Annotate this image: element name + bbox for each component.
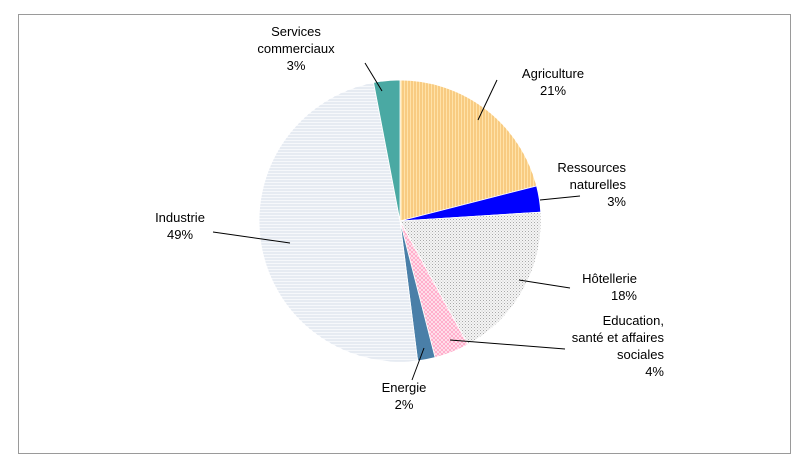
slice-label: Agriculture 21% [522,66,584,98]
slice-name-label: Hôtellerie [582,271,637,286]
leader-line [518,279,571,289]
slice-percent-label: 4% [645,364,664,379]
slice-percent-label: 3% [287,58,306,73]
slice-name-label: Education, [603,313,664,328]
leader-line [539,195,581,201]
leader-line [364,62,383,92]
slice-percent-label: 49% [167,227,193,242]
slice-percent-label: 3% [607,194,626,209]
slice-labels: Agriculture 21% Ressources naturelles 3% Hôte… [155,24,664,412]
slice-name-label: Ressources [557,160,626,175]
leader-line [212,231,291,244]
slice-percent-label: 21% [540,83,566,98]
slice-name-label: santé et affaires [572,330,665,345]
slice-name-label: Industrie [155,210,205,225]
leader-line [477,79,498,121]
slice-label: Education, santé et affaires sociales 4% [572,313,665,379]
pie-slice [258,82,419,363]
slice-name-label: Energie [382,380,427,395]
pie-slice [399,79,538,222]
slice-name-label: naturelles [570,177,627,192]
slice-percent-label: 18% [611,288,637,303]
slice-label: Services commerciaux 3% [257,24,335,73]
slice-percent-label: 2% [395,397,414,412]
leader-line [411,347,425,381]
pie-slice [399,211,542,346]
pie-slices [258,79,542,363]
leader-lines [212,62,581,381]
slice-label: Energie 2% [382,380,427,412]
leader-line [449,339,566,350]
slice-name-label: Services [271,24,321,39]
slice-label: Hôtellerie 18% [582,271,637,303]
slice-name-label: sociales [617,347,664,362]
slice-label: Industrie 49% [155,210,205,242]
slice-label: Ressources naturelles 3% [557,160,626,209]
slice-name-label: commerciaux [257,41,335,56]
slice-name-label: Agriculture [522,66,584,81]
pie-slice [373,79,401,222]
